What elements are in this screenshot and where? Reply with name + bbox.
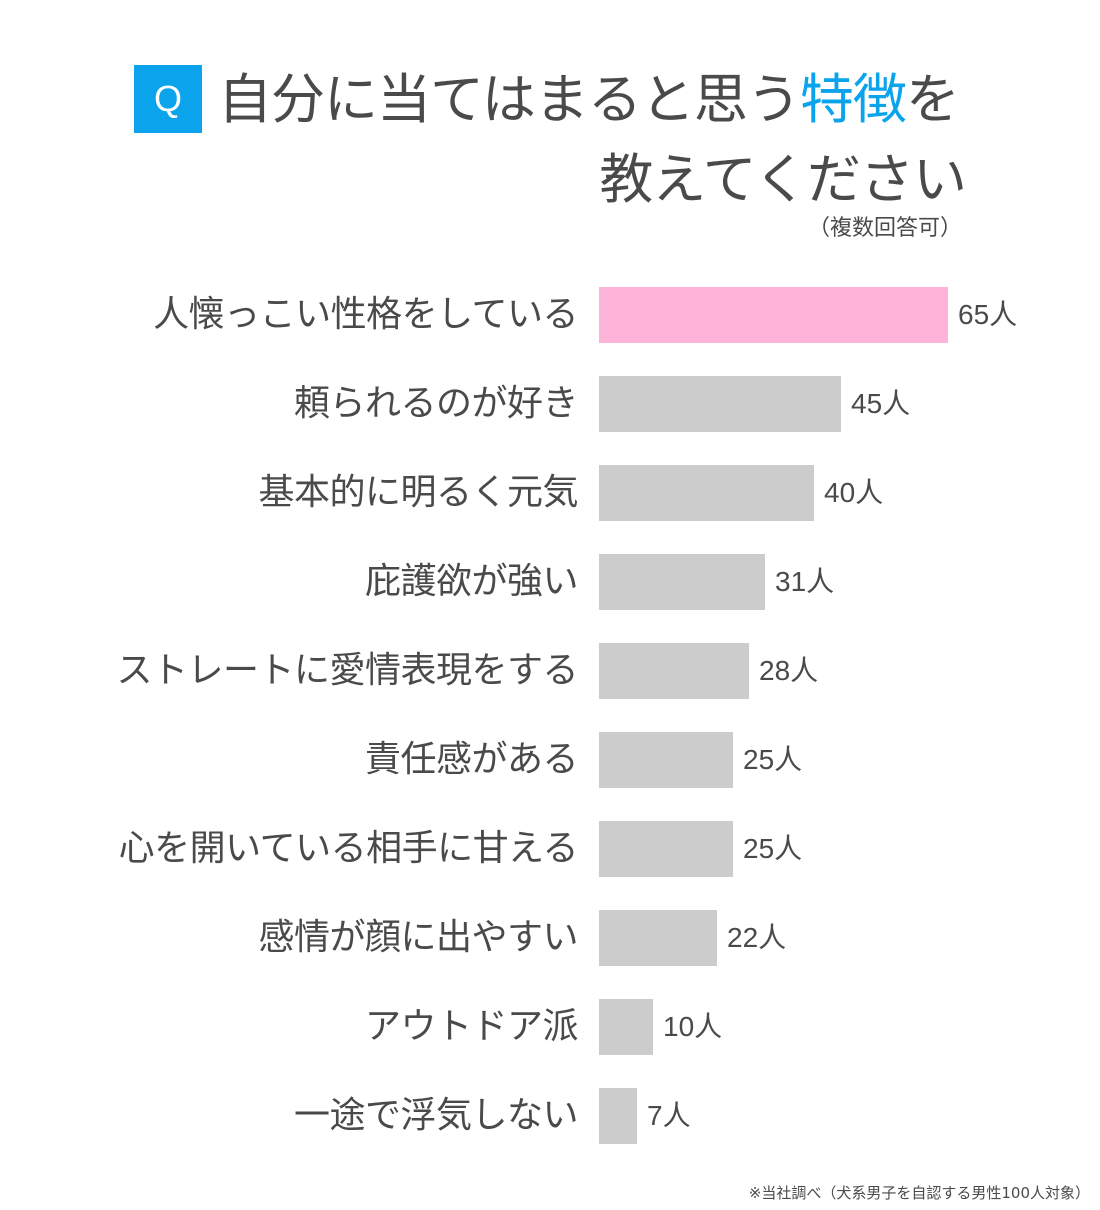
bar [599, 910, 717, 966]
chart-title-line1: 自分に当てはまると思う特徴を [218, 62, 960, 138]
chart-row: 心を開いている相手に甘える 25人 [0, 821, 1100, 877]
chart-row: アウトドア派 10人 [0, 999, 1100, 1055]
question-badge: Q [134, 65, 202, 133]
bar [599, 465, 814, 521]
bar [599, 1088, 637, 1144]
value-label: 7人 [647, 1100, 691, 1131]
source-note: ※当社調べ（犬系男子を自認する男性100人対象） [748, 1184, 1090, 1202]
title-accent-text: 特徴 [799, 68, 907, 131]
chart-title-line2: 教えてください [599, 148, 967, 211]
title-text: 自分に当てはまると思う [218, 68, 801, 131]
chart-row: 頼られるのが好き 45人 [0, 376, 1100, 432]
chart-row: 責任感がある 25人 [0, 732, 1100, 788]
value-label: 10人 [663, 1011, 723, 1042]
category-label: ストレートに愛情表現をする [116, 650, 578, 691]
category-label: 責任感がある [364, 739, 579, 780]
bar [599, 643, 749, 699]
category-label: 感情が顔に出やすい [258, 917, 578, 958]
value-label: 31人 [775, 566, 835, 597]
value-label: 25人 [743, 833, 803, 864]
category-label: 頼られるのが好き [293, 383, 579, 424]
category-label: アウトドア派 [364, 1006, 579, 1047]
bar [599, 821, 733, 877]
category-label: 基本的に明るく元気 [258, 472, 578, 513]
value-label: 28人 [759, 655, 819, 686]
value-label: 45人 [851, 388, 911, 419]
category-label: 心を開いている相手に甘える [118, 828, 579, 869]
chart-row: 人懐っこい性格をしている 65人 [0, 287, 1100, 343]
category-label: 一途で浮気しない [293, 1095, 579, 1136]
bar [599, 554, 765, 610]
value-label: 65人 [958, 299, 1018, 330]
chart-row: 基本的に明るく元気 40人 [0, 465, 1100, 521]
value-label: 40人 [824, 477, 884, 508]
category-label: 人懐っこい性格をしている [153, 294, 578, 335]
chart-row: 一途で浮気しない 7人 [0, 1088, 1100, 1144]
chart-row: 感情が顔に出やすい 22人 [0, 910, 1100, 966]
bar [599, 287, 948, 343]
bar [599, 376, 841, 432]
title-text-suffix: を [905, 68, 960, 131]
bar [599, 732, 733, 788]
chart-row: 庇護欲が強い 31人 [0, 554, 1100, 610]
value-label: 25人 [743, 744, 803, 775]
bar [599, 999, 653, 1055]
value-label: 22人 [727, 922, 787, 953]
chart-row: ストレートに愛情表現をする 28人 [0, 643, 1100, 699]
category-label: 庇護欲が強い [364, 561, 579, 602]
multiple-answer-note: （複数回答可） [807, 216, 962, 241]
